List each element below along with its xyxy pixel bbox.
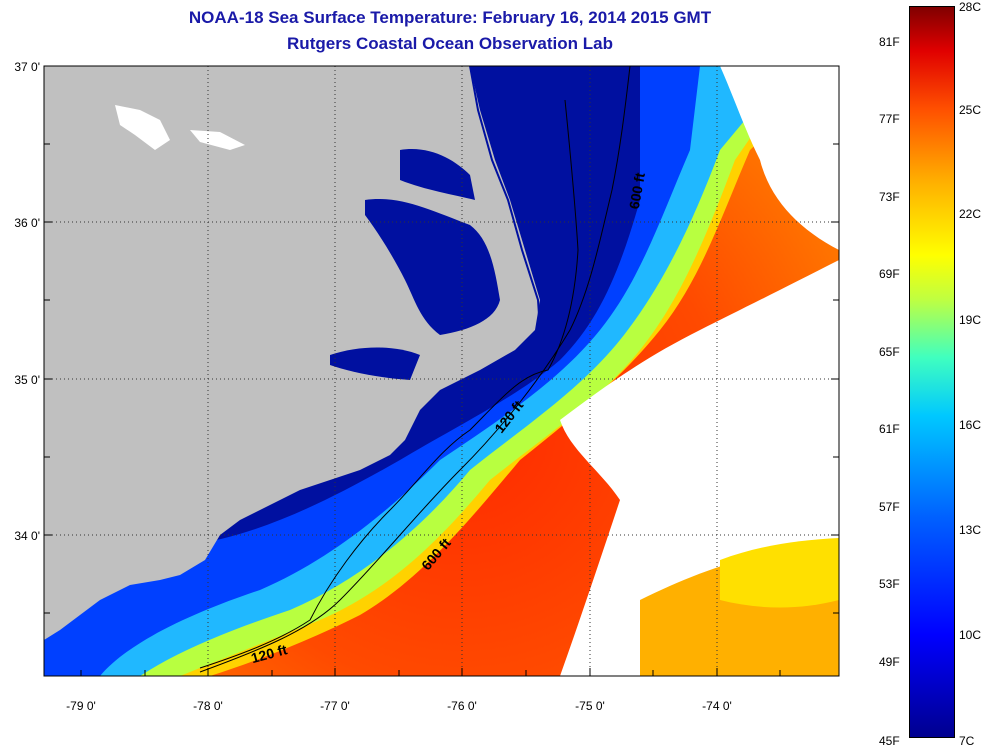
lon-label-74: -74 0' [702,699,732,713]
lake-mattamuskeet [115,105,170,150]
lon-label-78: -78 0' [193,699,223,713]
colorbar-c-28: 28C [959,0,982,14]
albemarle-sound [400,149,475,200]
colorbar-f-45: 45F [879,734,900,748]
contour-600ft [199,66,631,673]
contour-label-600ft-north: 600 ft [626,171,648,210]
colorbar-c-16: 16C [959,418,982,432]
colorbar-f-73: 73F [879,190,900,204]
contour-120ft [199,99,579,669]
lat-label-36: 36 0' [14,216,40,230]
grid-lines [44,66,839,676]
cloud-mask-north [720,66,839,250]
pamlico-sound [365,199,500,335]
axis-ticks [44,65,839,676]
colorbar-f-61: 61F [879,422,900,436]
lon-label-76: -76 0' [447,699,477,713]
colorbar-f-69: 69F [879,267,900,281]
colorbar-c-25: 25C [959,103,982,117]
map-subtitle: Rutgers Coastal Ocean Observation Lab [287,34,613,53]
colorbar-c-7: 7C [959,734,975,748]
lat-label-35: 35 0' [14,373,40,387]
neuse-river [330,347,420,380]
warm-patch-yellow [720,538,839,608]
colorbar-c-22: 22C [959,207,982,221]
colorbar-f-49: 49F [879,655,900,669]
colorbar-c-10: 10C [959,628,982,642]
colorbar-f-65: 65F [879,345,900,359]
lon-label-77: -77 0' [320,699,350,713]
map-title: NOAA-18 Sea Surface Temperature: Februar… [188,8,712,27]
lon-label-79: -79 0' [66,699,96,713]
colorbar-f-57: 57F [879,500,900,514]
map-frame [43,65,840,677]
lon-label-75: -75 0' [575,699,605,713]
colorbar-f-53: 53F [879,577,900,591]
colorbar-c-13: 13C [959,523,982,537]
colorbar: 81F 77F 73F 69F 65F 61F 57F 53F 49F 45F … [879,0,981,748]
colorbar-f-77: 77F [879,112,900,126]
lat-label-34: 34 0' [14,529,40,543]
colorbar-f-81: 81F [879,35,900,49]
colorbar-c-19: 19C [959,313,982,327]
outer-banks [469,66,541,331]
colorbar-gradient [909,6,955,738]
lat-label-37: 37 0' [14,60,40,74]
lake-small [190,130,245,150]
